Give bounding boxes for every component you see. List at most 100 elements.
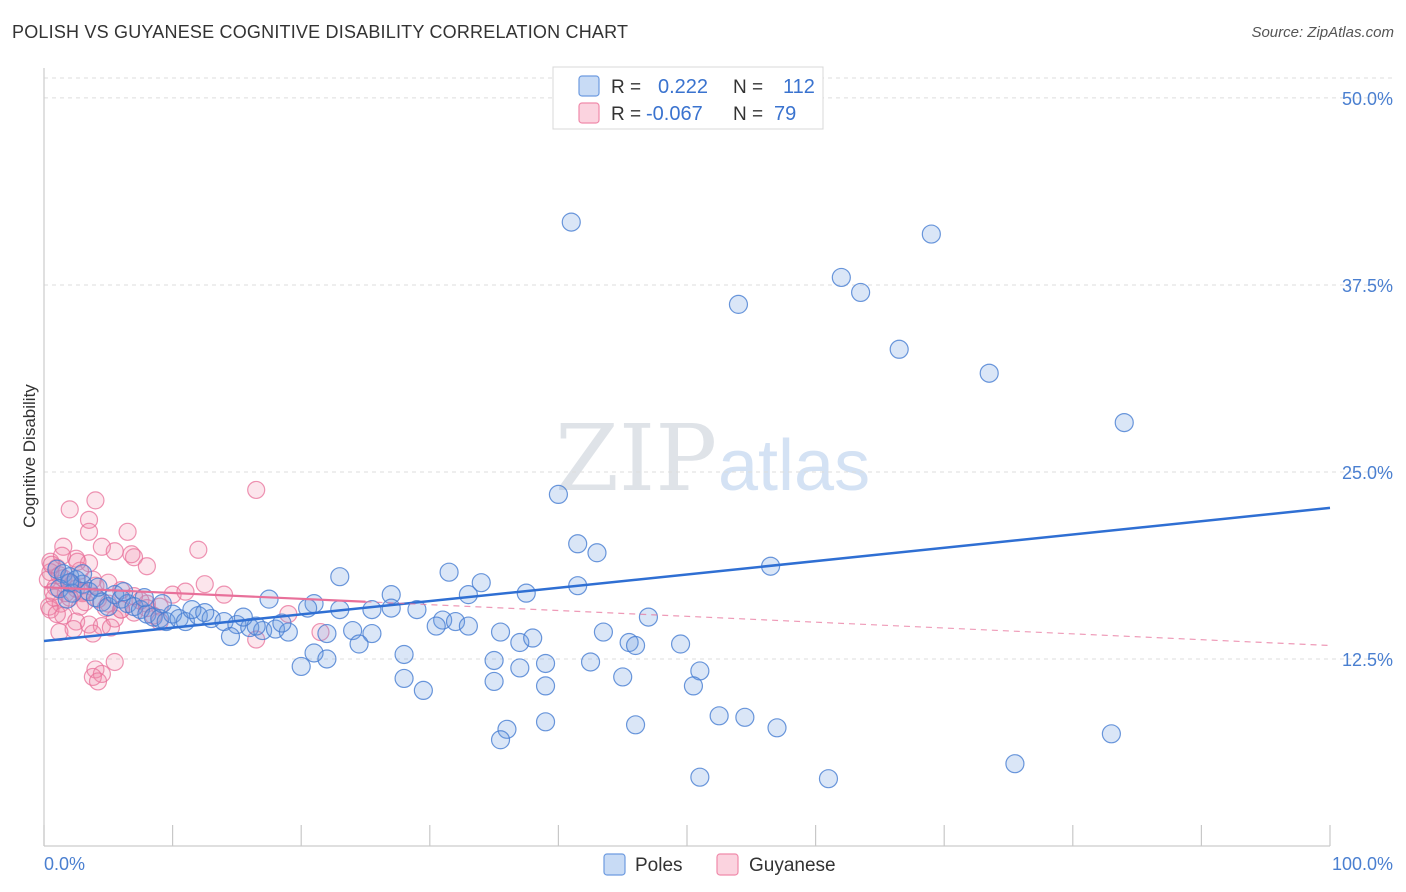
guyanese-point-5 [118, 522, 137, 541]
legend-swatch-poles [578, 75, 600, 97]
bottom-legend: Poles Guyanese [603, 853, 836, 876]
guyanese-point-77 [122, 545, 141, 564]
y-tick-label-0: 12.5% [1342, 650, 1393, 670]
trendlines [43, 506, 1331, 647]
poles-point-40 [670, 634, 691, 654]
poles-point-48 [580, 652, 601, 672]
poles-point-17 [458, 585, 478, 605]
poles-point-0 [561, 212, 581, 232]
guyanese-point-40 [105, 609, 124, 628]
poles-point-19 [259, 589, 279, 609]
poles-point-41 [349, 634, 369, 654]
y-tick-label-3: 50.0% [1342, 89, 1393, 109]
guyanese-point-67 [47, 604, 66, 624]
poles-point-107 [134, 588, 154, 608]
watermark-atlas: atlas [718, 426, 870, 506]
guyanese-point-9 [189, 540, 208, 559]
poles-point-18 [516, 583, 536, 603]
poles-point-60 [535, 712, 556, 732]
poles-point-66 [818, 769, 839, 789]
poles-point-24 [407, 600, 427, 620]
guyanese-point-31 [176, 582, 195, 601]
guyanese-point-66 [40, 597, 59, 616]
poles-point-26 [638, 607, 659, 627]
poles-point-111 [233, 607, 253, 627]
poles-point-28 [445, 611, 466, 632]
poles-point-22 [362, 600, 382, 620]
poles-point-85 [143, 607, 163, 627]
poles-point-64 [1101, 724, 1121, 744]
poles-point-7 [1114, 412, 1134, 433]
y-axis-title: Cognitive Disability [20, 384, 39, 528]
legend-n-value-poles: 112 [783, 76, 815, 98]
poles-point-110 [195, 602, 215, 623]
guyanese-point-8 [105, 542, 124, 561]
poles-point-1 [921, 224, 941, 244]
poles-point-55 [683, 676, 704, 696]
poles-point-12 [439, 562, 459, 582]
source-label: Source: ZipAtlas.com [1251, 24, 1394, 41]
poles-point-67 [1005, 754, 1025, 774]
guyanese-point-65 [88, 672, 108, 691]
guyanese-point-61 [105, 652, 124, 672]
poles-trendline [43, 506, 1331, 643]
poles-point-51 [394, 668, 414, 689]
poles-point-3 [851, 282, 871, 303]
guyanese-trendline-solid [43, 586, 366, 603]
watermark: ZIP atlas [555, 405, 870, 512]
legend-n-value-guyanese: 79 [774, 103, 796, 125]
legend-n-label-guyanese: N = [733, 104, 763, 125]
y-tick-label-2: 37.5% [1342, 276, 1393, 296]
guyanese-point-2 [60, 500, 79, 519]
poles-point-45 [291, 656, 311, 677]
poles-point-2 [831, 267, 851, 288]
poles-point-16 [381, 585, 401, 605]
poles-point-56 [413, 680, 433, 701]
poles-point-49 [510, 658, 530, 678]
poles-point-53 [613, 667, 633, 687]
bottom-legend-label-guyanese: Guyanese [749, 855, 836, 876]
poles-point-35 [593, 622, 614, 642]
poles-point-65 [690, 767, 710, 787]
legend-n-label-poles: N = [733, 77, 763, 98]
poles-point-33 [317, 623, 337, 644]
guyanese-trendline-dashed [365, 601, 1331, 647]
poles-point-32 [362, 623, 382, 644]
poles-point-5 [889, 339, 909, 359]
poles-point-4 [728, 294, 749, 314]
poles-point-46 [484, 650, 504, 671]
y-tick-label-1: 25.0% [1342, 463, 1393, 483]
guyanese-point-57 [101, 618, 120, 637]
guyanese-point-13 [137, 557, 156, 576]
poles-point-36 [510, 632, 530, 653]
poles-point-59 [767, 718, 787, 738]
legend-r-label-poles: R = [611, 77, 641, 98]
y-tick-labels: 12.5% 25.0% 37.5% 50.0% [1342, 89, 1393, 670]
poles-point-29 [426, 616, 446, 636]
poles-point-104 [57, 589, 77, 609]
poles-point-13 [330, 567, 350, 587]
poles-point-54 [535, 676, 556, 696]
poles-point-61 [625, 715, 646, 735]
poles-point-30 [458, 616, 478, 636]
poles-point-39 [625, 635, 646, 656]
guyanese-point-56 [83, 624, 102, 643]
poles-point-57 [709, 706, 729, 726]
poles-point-37 [523, 628, 543, 648]
guyanese-point-4 [79, 522, 99, 541]
poles-point-63 [490, 730, 511, 750]
guyanese-point-1 [86, 491, 105, 510]
poles-point-9 [568, 534, 588, 554]
watermark-zip: ZIP [555, 405, 717, 512]
poles-point-10 [587, 543, 607, 563]
legend-r-value-guyanese: -0.067 [646, 103, 703, 125]
poles-point-47 [535, 653, 556, 674]
legend-r-value-poles: 0.222 [658, 76, 708, 98]
poles-point-8 [548, 484, 569, 505]
legend-swatch-guyanese [578, 102, 600, 124]
poles-point-23 [381, 598, 401, 618]
poles-point-6 [979, 363, 999, 383]
poles-point-44 [317, 649, 337, 669]
guyanese-point-10 [124, 548, 144, 567]
